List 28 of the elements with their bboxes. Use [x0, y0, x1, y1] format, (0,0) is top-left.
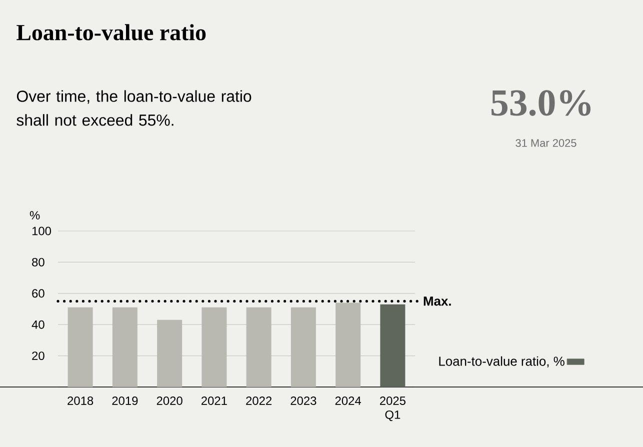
text: 31 Mar 2025	[516, 139, 576, 147]
ref-line-label: Max.	[424, 296, 451, 306]
bar	[380, 304, 406, 387]
y-axis-title: %	[30, 211, 40, 220]
bar	[202, 307, 227, 387]
x-tick-label: 2020	[156, 396, 182, 405]
y-tick-label: 40	[32, 320, 44, 329]
legend-label: Loan-to-value ratio, %	[439, 356, 564, 368]
x-tick-label: 2018	[68, 396, 94, 405]
chart-subtitle: Over time, the loan-to-value ratio shall not exceed 55%.	[16, 90, 252, 126]
y-tick-label: 80	[32, 258, 44, 266]
x-tick-label: 2022	[246, 396, 272, 405]
chart-title: Loan-to-value ratio	[16, 24, 206, 40]
x-tick-label: 2019	[112, 396, 138, 405]
bar	[246, 307, 272, 387]
x-tick-label: 2023	[290, 396, 316, 405]
text: 53.0%	[491, 90, 591, 116]
y-tick-label: 20	[32, 352, 44, 360]
bar	[290, 307, 316, 387]
bar	[112, 307, 138, 387]
x-tick-label: 2021	[201, 396, 227, 405]
y-tick-label: 60	[32, 289, 44, 298]
x-tick-label: 2025 Q1	[380, 396, 406, 422]
bar	[336, 302, 361, 387]
x-tick-label: 2024	[335, 396, 362, 405]
y-tick-label: 100	[32, 226, 52, 236]
bar	[157, 320, 182, 387]
bar	[68, 307, 93, 387]
